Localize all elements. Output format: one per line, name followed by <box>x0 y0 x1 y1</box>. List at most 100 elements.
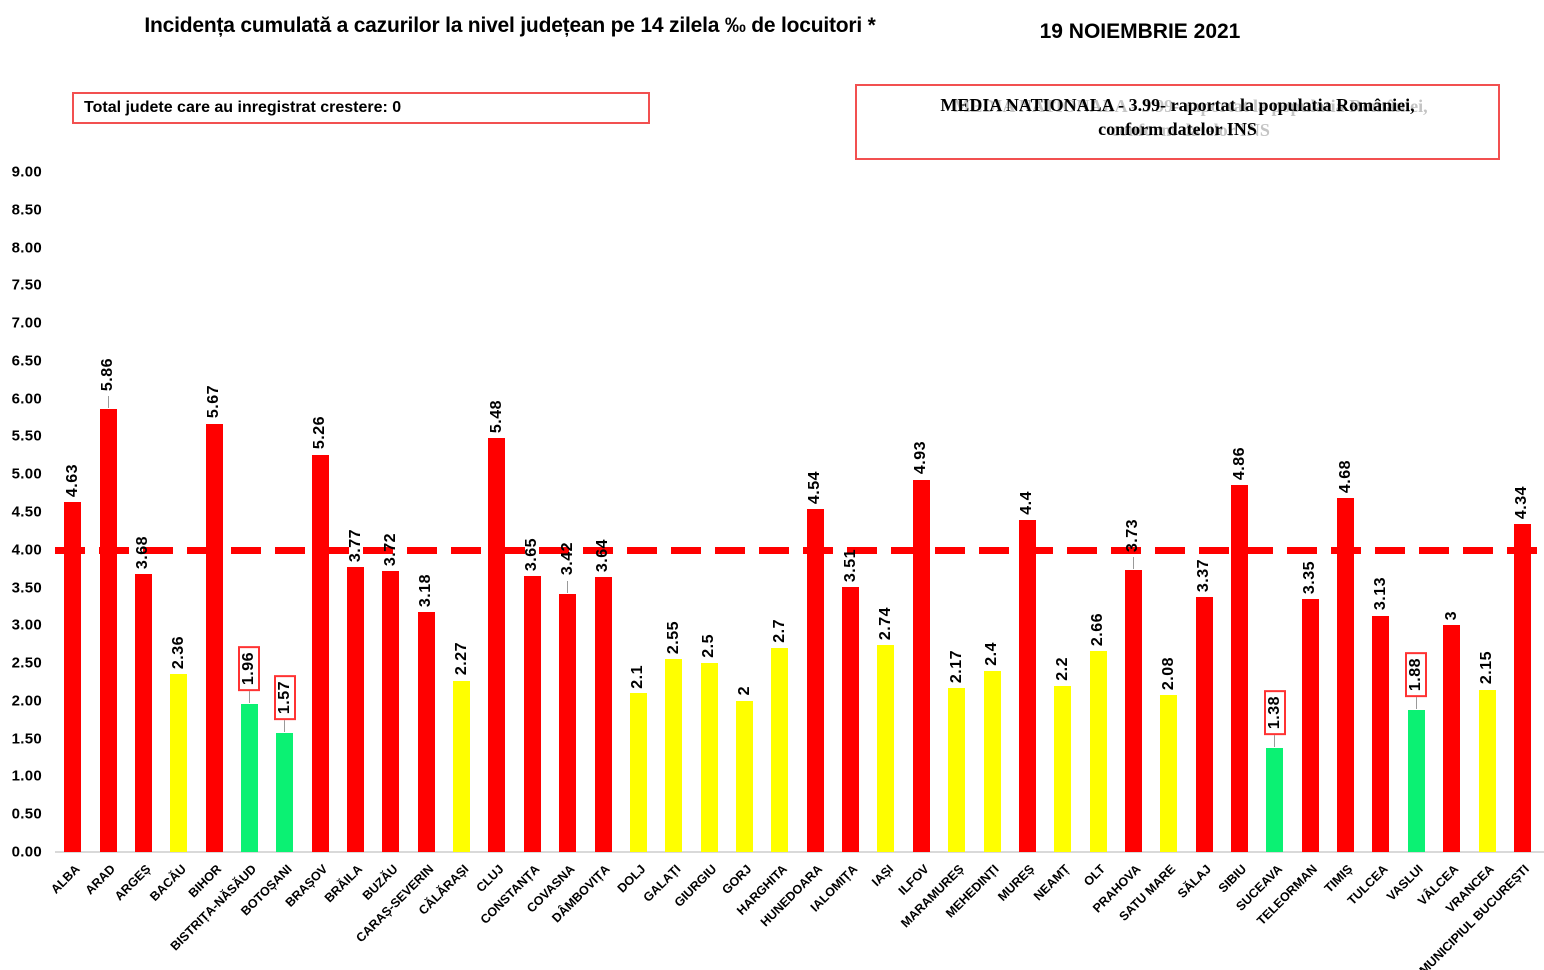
bar-value-label: 3.13 <box>1371 577 1389 611</box>
bar-column: 4.4 MUREȘ <box>995 172 1045 904</box>
bar-value-label: 2.15 <box>1478 651 1496 685</box>
bar-value-label: 2.08 <box>1159 656 1177 690</box>
bar-caraș-severin <box>417 611 435 852</box>
leader-line <box>1132 557 1134 570</box>
leader-line <box>284 720 286 733</box>
leader-line <box>248 690 250 703</box>
bar-column: 2.15 VRANCEA <box>1443 172 1504 915</box>
bar-value-label-boxed: 1.96 <box>238 645 261 691</box>
y-axis-tick: 7.50 <box>11 276 42 294</box>
bar-value-label: 2.2 <box>1053 657 1071 681</box>
bar-harghita <box>771 648 789 852</box>
bar-bistrița-năsăud <box>240 703 258 852</box>
bar-dolj <box>629 693 647 852</box>
bar-column: 2.5 GIURGIU <box>671 172 726 909</box>
bar-column: 2.36 BACĂU <box>147 172 196 904</box>
y-axis-tick: 9.00 <box>11 163 42 181</box>
y-axis-tick: 8.50 <box>11 201 42 219</box>
y-axis-tick: 2.50 <box>11 654 42 672</box>
bar-municipiul-bucurești <box>1513 524 1531 852</box>
bar-value-label: 3.18 <box>417 573 435 607</box>
bar-constanța <box>523 576 541 852</box>
x-axis-label: CLUJ <box>473 862 507 895</box>
bar-bacău <box>170 673 188 852</box>
bar-maramureș <box>948 688 966 852</box>
y-axis-tick: 8.00 <box>11 239 42 257</box>
national-average-line1: MEDIA NATIONALA - 3.99- raportat la popu… <box>940 95 1415 115</box>
bar-value-label: 5.48 <box>487 399 505 433</box>
bar-value-label: 2.74 <box>876 606 894 640</box>
x-axis-line <box>55 851 1544 853</box>
bar-value-label: 4.93 <box>912 441 930 475</box>
bar-value-label: 3.51 <box>841 548 859 582</box>
x-axis-label: SIBIU <box>1215 862 1250 896</box>
x-axis-label: IAȘI <box>868 862 896 890</box>
x-axis-label: BACĂU <box>146 862 189 904</box>
bar-suceava <box>1266 747 1284 852</box>
bar-value-label: 2 <box>735 686 753 696</box>
x-axis-label: ALBA <box>48 862 83 897</box>
bar-vâlcea <box>1443 625 1461 852</box>
bar-column: 5.86 ARAD <box>83 172 125 897</box>
bar-value-label: 3.65 <box>523 538 541 572</box>
bar-value-label: 2.55 <box>664 621 682 655</box>
bar-column: 2.55 GALAȚI <box>641 172 691 905</box>
bar-column: 3.18 CARAȘ-SEVERIN <box>353 172 444 945</box>
bar-column: 4.68 TIMIȘ <box>1322 172 1363 895</box>
bar-olt <box>1089 651 1107 852</box>
bar-value-label-boxed: 1.38 <box>1263 689 1286 735</box>
leader-line <box>107 396 109 409</box>
bar-dâmbovița <box>594 576 612 852</box>
y-axis-tick: 0.00 <box>11 843 42 861</box>
bar-column: 3.64 DÂMBOVIȚA <box>550 172 620 926</box>
bar-column: 3.65 CONSTANȚA <box>478 172 550 927</box>
bar-value-label-boxed: 1.57 <box>273 675 296 721</box>
bar-value-label: 3.42 <box>558 542 576 576</box>
y-axis-tick: 6.50 <box>11 352 42 370</box>
bar-mureș <box>1018 519 1036 852</box>
bar-value-label: 4.86 <box>1230 446 1248 480</box>
bar-column: 2.1 DOLJ <box>615 172 656 896</box>
bar-value-label: 2.36 <box>169 635 187 669</box>
bar-value-label: 4.4 <box>1018 490 1036 515</box>
bar-value-label: 2.7 <box>770 619 788 643</box>
bar-prahova <box>1124 570 1142 852</box>
x-axis-label: ARGEȘ <box>111 862 154 904</box>
y-axis-tick: 4.50 <box>11 503 42 521</box>
bar-ialomița <box>842 586 860 852</box>
bar-satu-mare <box>1160 694 1178 852</box>
bar-column: 2.4 MEHEDINȚI <box>943 172 1009 921</box>
y-axis-tick: 3.50 <box>11 579 42 597</box>
bar-botoșani <box>276 733 294 852</box>
bar-value-label: 3.68 <box>134 535 152 569</box>
bar-neamț <box>1054 685 1072 852</box>
bar-column: 3.73 PRAHOVA <box>1090 172 1151 915</box>
x-axis-label: SĂLAJ <box>1175 862 1215 901</box>
y-axis-tick: 1.00 <box>11 767 42 785</box>
bar-column: 2.17 MARAMUREȘ <box>898 172 974 930</box>
x-axis-label: MUREȘ <box>995 862 1038 904</box>
bar-value-label: 3 <box>1442 610 1460 621</box>
bar-sibiu <box>1231 484 1249 852</box>
bar-arad <box>99 409 117 852</box>
leader-line <box>1415 696 1417 709</box>
leader-line <box>1274 734 1276 747</box>
bar-column: 2.2 NEAMȚ <box>1031 172 1080 903</box>
growth-counties-box: Total judete care au inregistrat crester… <box>72 92 650 124</box>
bar-column: 2.74 IAȘI <box>868 172 903 889</box>
bar-column: 4.63 ALBA <box>48 172 90 896</box>
bar-column: 4.34 MUNICIPIUL BUCUREȘTI <box>1417 172 1540 970</box>
y-axis-tick: 4.00 <box>11 541 42 559</box>
bar-alba <box>64 502 82 852</box>
bar-vaslui <box>1407 709 1425 852</box>
bar-column: 2.7 HARGHITA <box>734 172 797 918</box>
bar-giurgiu <box>700 663 718 852</box>
bar-brăila <box>347 567 365 852</box>
bar-column: 2.27 CĂLĂRAȘI <box>416 172 479 917</box>
national-average-reference-line <box>55 546 1540 554</box>
bar-value-label: 3.77 <box>346 529 364 563</box>
x-axis-label: BRĂILA <box>322 862 366 906</box>
bar-value-label: 3.37 <box>1195 559 1213 593</box>
bar-value-label: 2.27 <box>452 642 470 676</box>
bar-argeș <box>134 573 152 852</box>
